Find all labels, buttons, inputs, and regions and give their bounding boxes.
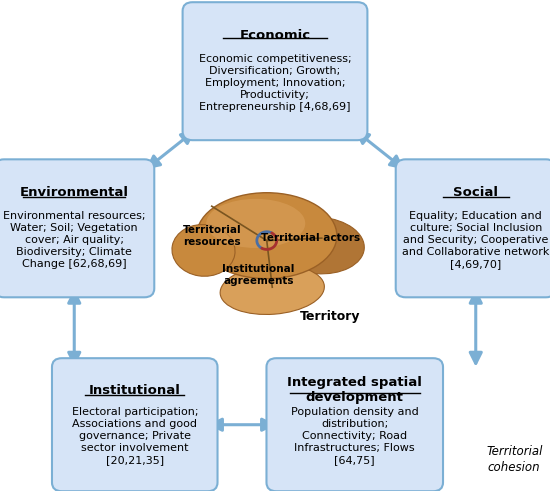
Text: Territory: Territory (300, 310, 360, 323)
FancyBboxPatch shape (0, 159, 154, 298)
FancyBboxPatch shape (396, 159, 550, 298)
Text: Institutional: Institutional (89, 383, 181, 397)
Text: Equality; Education and
culture; Social Inclusion
and Security; Cooperative
and : Equality; Education and culture; Social … (402, 211, 549, 270)
Text: Economic: Economic (239, 28, 311, 42)
FancyBboxPatch shape (183, 2, 367, 140)
Text: Population density and
distribution;
Connectivity; Road
Infrastructures; Flows
[: Population density and distribution; Con… (291, 407, 419, 465)
Text: Electoral participation;
Associations and good
governance; Private
sector involv: Electoral participation; Associations an… (72, 407, 198, 465)
Text: Integrated spatial
development: Integrated spatial development (287, 376, 422, 404)
Text: Institutional
agreements: Institutional agreements (222, 264, 295, 286)
Text: Territorial
resources: Territorial resources (183, 225, 241, 246)
FancyBboxPatch shape (52, 358, 217, 491)
Text: Environmental resources;
Water; Soil; Vegetation
cover; Air quality;
Biodiversit: Environmental resources; Water; Soil; Ve… (3, 211, 146, 270)
Ellipse shape (274, 217, 364, 274)
FancyBboxPatch shape (267, 358, 443, 491)
Text: Economic competitiveness;
Diversification; Growth;
Employment; Innovation;
Produ: Economic competitiveness; Diversificatio… (199, 54, 351, 112)
Text: Environmental: Environmental (20, 186, 129, 199)
Ellipse shape (172, 224, 235, 276)
Ellipse shape (220, 265, 324, 314)
Text: Social: Social (453, 186, 498, 199)
Text: Territorial actors: Territorial actors (261, 233, 360, 243)
Text: Territorial
cohesion: Territorial cohesion (486, 444, 542, 474)
Ellipse shape (197, 192, 337, 279)
Ellipse shape (206, 199, 305, 248)
